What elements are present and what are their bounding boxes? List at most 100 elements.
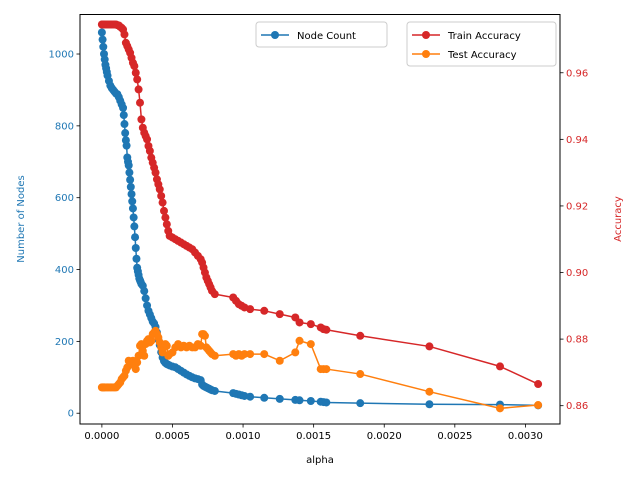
point-train-accuracy <box>136 98 144 107</box>
x-axis-label: alpha <box>306 455 334 466</box>
point-node-count <box>129 213 138 222</box>
legend-marker-node-count <box>271 31 279 39</box>
point-train-accuracy <box>134 85 143 94</box>
point-node-count <box>97 28 106 37</box>
legend-label-node-count: Node Count <box>297 31 356 42</box>
legend-box <box>406 21 557 67</box>
y-right-tick-label: 0.96 <box>566 68 588 79</box>
point-node-count <box>120 120 129 129</box>
point-node-count <box>124 161 133 170</box>
point-node-count <box>260 393 269 402</box>
y-right-tick-label: 0.86 <box>566 401 588 412</box>
point-train-accuracy <box>120 30 129 39</box>
y-left-axis-ticks: 0 200 400 600 800 1000 <box>49 50 80 420</box>
point-test-accuracy <box>131 365 140 374</box>
y-left-tick-label: 400 <box>55 265 74 276</box>
point-train-accuracy <box>496 362 504 371</box>
point-node-count <box>131 243 140 252</box>
series-train-accuracy <box>97 20 543 389</box>
y-right-axis-label: Accuracy <box>613 196 624 242</box>
point-test-accuracy <box>295 336 304 345</box>
point-train-accuracy <box>158 198 167 207</box>
point-test-accuracy <box>425 387 434 396</box>
x-tick-label: 0.0025 <box>437 431 472 442</box>
point-test-accuracy <box>162 341 171 350</box>
point-node-count <box>121 129 130 138</box>
y-right-tick-label: 0.88 <box>566 335 588 346</box>
x-tick-label: 0.0030 <box>508 431 543 442</box>
y-left-tick-label: 1000 <box>49 50 74 61</box>
point-train-accuracy <box>131 68 140 77</box>
point-node-count <box>122 141 131 150</box>
point-node-count <box>295 396 304 405</box>
x-tick-label: 0.0020 <box>367 431 402 442</box>
series-node-count <box>97 28 543 410</box>
point-test-accuracy <box>534 401 543 410</box>
plot-area-frame <box>79 14 561 425</box>
point-train-accuracy <box>260 306 269 315</box>
point-test-accuracy <box>200 331 209 340</box>
x-tick-label: 0.0000 <box>84 431 119 442</box>
point-node-count <box>356 399 365 408</box>
point-node-count <box>126 175 135 184</box>
point-train-accuracy <box>145 147 154 155</box>
y-right-tick-label: 0.92 <box>566 201 588 212</box>
series-layer <box>97 20 543 413</box>
point-node-count <box>126 182 135 191</box>
point-node-count <box>125 168 134 177</box>
point-train-accuracy <box>534 380 543 389</box>
point-node-count <box>141 294 150 303</box>
point-node-count <box>322 398 331 407</box>
point-node-count <box>132 254 141 263</box>
point-train-accuracy <box>137 115 146 124</box>
point-node-count <box>119 103 128 112</box>
point-node-count <box>131 233 140 242</box>
point-test-accuracy <box>496 404 504 413</box>
point-train-accuracy <box>295 318 304 327</box>
legend-marker-test-accuracy <box>422 50 430 58</box>
point-train-accuracy <box>210 290 219 299</box>
x-axis-ticks: 0.0000 0.0005 0.0010 0.0015 0.0020 0.0025 0.00… <box>84 424 543 442</box>
point-node-count <box>99 42 108 51</box>
point-train-accuracy <box>162 220 171 229</box>
point-test-accuracy <box>306 340 315 349</box>
point-train-accuracy <box>133 75 142 84</box>
point-node-count <box>98 35 107 44</box>
point-node-count <box>119 111 128 120</box>
point-test-accuracy <box>275 356 284 365</box>
x-tick-label: 0.0010 <box>226 431 261 442</box>
point-test-accuracy <box>322 365 331 374</box>
point-node-count <box>130 222 139 231</box>
x-tick-label: 0.0005 <box>155 431 190 442</box>
point-test-accuracy <box>260 350 269 359</box>
point-node-count <box>425 400 434 409</box>
point-test-accuracy <box>356 370 365 379</box>
legend-label-test-accuracy: Test Accuracy <box>447 50 517 61</box>
legend-label-train-accuracy: Train Accuracy <box>447 31 521 42</box>
point-train-accuracy <box>356 331 365 340</box>
legend-box <box>255 21 388 48</box>
point-train-accuracy <box>151 168 160 177</box>
legend-marker-train-accuracy <box>422 31 430 39</box>
point-test-accuracy <box>140 351 149 360</box>
point-node-count <box>306 397 315 406</box>
point-node-count <box>127 190 136 199</box>
point-node-count <box>128 197 137 206</box>
point-node-count <box>128 204 137 213</box>
point-test-accuracy <box>246 350 255 359</box>
point-train-accuracy <box>246 305 255 314</box>
series-test-accuracy <box>97 326 543 413</box>
point-train-accuracy <box>157 191 166 200</box>
y-right-tick-label: 0.94 <box>566 135 588 146</box>
point-train-accuracy <box>160 206 168 215</box>
y-left-tick-label: 0 <box>68 409 74 420</box>
point-train-accuracy <box>161 213 170 222</box>
point-train-accuracy <box>306 320 315 329</box>
point-train-accuracy <box>155 185 164 194</box>
point-train-accuracy <box>130 62 139 71</box>
point-node-count <box>210 386 219 395</box>
point-node-count <box>140 287 149 296</box>
x-tick-label: 0.0015 <box>296 431 331 442</box>
